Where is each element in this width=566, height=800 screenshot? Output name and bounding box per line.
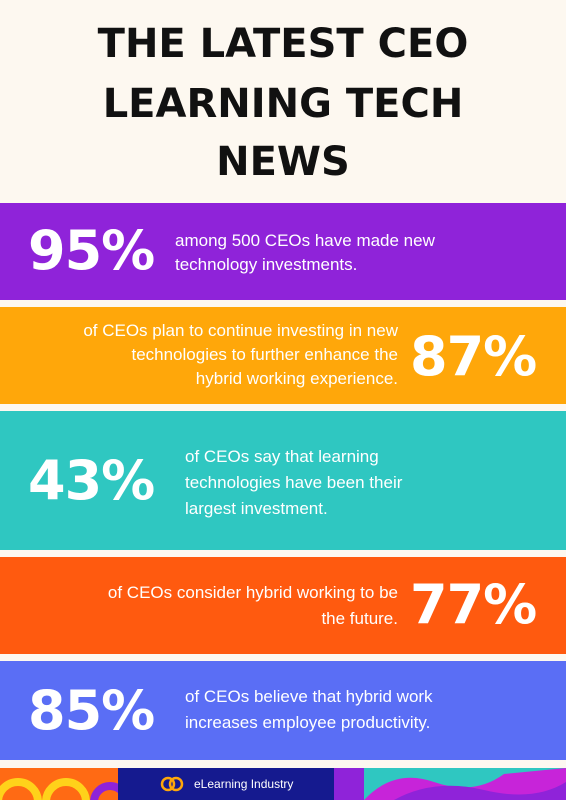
stat-text-line-2: technologies have been their <box>185 473 403 492</box>
stat-text-line-1: of CEOs say that learning <box>185 447 379 466</box>
stat-text-line-1: of CEOs consider hybrid working to be <box>107 583 398 602</box>
footer-decoration-right <box>334 768 566 800</box>
stat-band-43: 43% of CEOs say that learning technologi… <box>0 411 566 550</box>
page-title-line-1: THE LATEST CEO <box>97 21 469 67</box>
stat-band-85: 85% of CEOs believe that hybrid work inc… <box>0 661 566 760</box>
stat-text-line-1: of CEOs plan to continue investing in ne… <box>83 321 398 340</box>
stat-text-line-2: technology investments. <box>175 255 358 274</box>
stat-percent: 85% <box>28 679 155 742</box>
stat-percent: 95% <box>28 219 155 282</box>
stat-percent: 87% <box>410 325 537 388</box>
stat-percent: 77% <box>410 573 537 636</box>
stat-text-line-2: the future. <box>321 609 398 628</box>
stat-text-line-2: technologies to further enhance the <box>131 345 398 364</box>
header: THE LATEST CEO LEARNING TECH NEWS <box>0 0 566 203</box>
stat-band-77: of CEOs consider hybrid working to be th… <box>0 557 566 654</box>
stat-text-line-3: largest investment. <box>185 499 328 518</box>
footer-decoration-left <box>0 768 118 800</box>
stat-percent: 43% <box>28 449 155 512</box>
footer: eLearning Industry <box>0 768 566 800</box>
page-title-line-3: NEWS <box>216 139 350 185</box>
elearning-industry-logo-icon <box>160 776 184 792</box>
stat-text-line-2: increases employee productivity. <box>185 713 431 732</box>
stat-band-87: of CEOs plan to continue investing in ne… <box>0 307 566 404</box>
stat-text-line-1: among 500 CEOs have made new <box>175 231 435 250</box>
stat-band-95: 95% among 500 CEOs have made new technol… <box>0 203 566 300</box>
stat-text-line-3: hybrid working experience. <box>195 369 398 388</box>
stat-text-line-1: of CEOs believe that hybrid work <box>185 687 433 706</box>
page-title-line-2: LEARNING TECH <box>102 81 464 127</box>
footer-brand: eLearning Industry <box>194 777 294 791</box>
